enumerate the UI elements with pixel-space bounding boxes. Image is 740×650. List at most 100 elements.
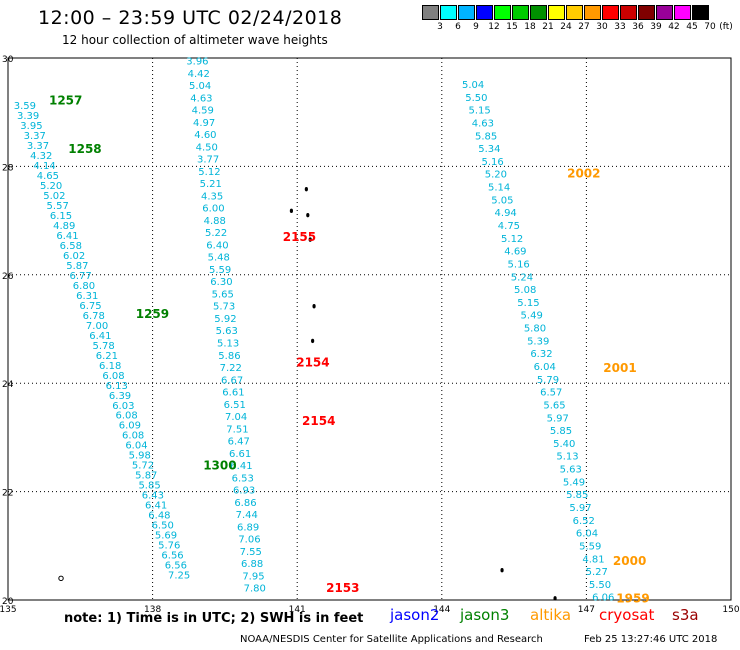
wave-height-label: 4.63 [472, 118, 494, 129]
pass-time-label: 2155 [283, 230, 316, 244]
pass-time-label: 2002 [567, 166, 600, 180]
wave-height-label: 5.20 [485, 170, 507, 181]
wave-height-label: 5.16 [508, 259, 530, 270]
wave-height-label: 6.04 [125, 441, 147, 452]
wave-height-label: 5.87 [66, 261, 88, 272]
wave-height-label: 6.40 [206, 240, 228, 251]
wave-height-label: 5.39 [527, 336, 549, 347]
legend-unit: (ft) [719, 22, 733, 32]
wave-height-label: 4.32 [30, 151, 52, 162]
island-dot [308, 237, 312, 242]
wave-height-label: 5.02 [43, 191, 65, 202]
wave-height-label: 5.63 [216, 326, 238, 337]
wave-height-label: 6.32 [530, 349, 552, 360]
location-marker [58, 575, 64, 582]
wave-height-label: 6.50 [152, 521, 174, 532]
wave-height-label: 5.50 [465, 93, 487, 104]
lon-tick-label: 141 [289, 605, 306, 615]
wave-height-label: 5.15 [469, 106, 491, 117]
sat-label-jason3: jason3 [460, 606, 510, 624]
wave-height-label: 5.12 [198, 167, 220, 178]
pass-time-label: 1258 [68, 142, 101, 156]
wave-height-label: 6.08 [115, 411, 137, 422]
wave-height-label: 5.87 [135, 471, 157, 482]
wave-height-label: 5.85 [566, 490, 588, 501]
legend-label: 30 [596, 22, 608, 32]
sat-label-altika: altika [530, 606, 572, 624]
wave-height-label: 6.39 [109, 391, 131, 402]
lon-tick-label: 147 [578, 605, 595, 615]
pass-time-label: 1259 [136, 307, 169, 321]
legend-swatch [584, 5, 601, 20]
wave-height-label: 5.59 [579, 541, 601, 552]
wave-height-label: 5.13 [556, 452, 578, 463]
wave-height-label: 5.16 [482, 157, 504, 168]
wave-height-label: 5.65 [212, 289, 234, 300]
wave-height-label: 5.49 [563, 477, 585, 488]
wave-height-label: 5.14 [488, 183, 510, 194]
lon-tick-label: 135 [0, 605, 17, 615]
wave-height-label: 5.04 [462, 80, 484, 91]
legend-swatch [656, 5, 673, 20]
wave-height-label: 6.09 [119, 421, 141, 432]
wave-height-label: 4.94 [495, 208, 517, 219]
legend-swatch [638, 5, 655, 20]
wave-height-label: 6.31 [76, 291, 98, 302]
wave-height-label: 6.21 [96, 351, 118, 362]
wave-height-label: 7.00 [86, 321, 108, 332]
wave-height-label: 7.51 [226, 424, 248, 435]
legend-label: 6 [455, 22, 461, 32]
wave-height-label: 4.75 [498, 221, 520, 232]
map-frame [7, 57, 732, 601]
legend-swatch [620, 5, 637, 20]
wave-height-label: 5.15 [517, 298, 539, 309]
lat-tick-label: 24 [2, 380, 14, 390]
island-dot [289, 208, 294, 214]
wave-height-label: 5.57 [47, 201, 69, 212]
wave-height-label: 7.95 [242, 571, 264, 582]
wave-height-label: 5.65 [543, 400, 565, 411]
wave-height-label: 5.49 [521, 311, 543, 322]
legend-swatch [512, 5, 529, 20]
wave-height-label: 4.88 [204, 216, 226, 227]
lat-tick-label: 22 [2, 489, 13, 499]
wave-height-label: 5.86 [218, 351, 240, 362]
wave-height-label: 6.47 [228, 437, 250, 448]
wave-height-label: 4.63 [190, 93, 212, 104]
wave-height-label: 5.85 [550, 426, 572, 437]
wave-height-label: 5.08 [514, 285, 536, 296]
wave-height-label: 5.13 [217, 338, 239, 349]
legend-label: 12 [488, 22, 500, 32]
wave-height-label: 5.98 [129, 451, 151, 462]
wave-height-label: 6.03 [112, 401, 134, 412]
island-dot [311, 338, 315, 344]
page-subtitle: 12 hour collection of altimeter wave hei… [62, 33, 328, 47]
wave-height-label: 4.14 [33, 161, 55, 172]
wave-height-label: 6.67 [221, 375, 243, 386]
legend-label: 33 [614, 22, 626, 32]
wave-height-label: 6.53 [232, 473, 254, 484]
pass-time-label: 2153 [326, 581, 359, 595]
wave-height-label: 6.78 [83, 311, 105, 322]
page-title: 12:00 – 23:59 UTC 02/24/2018 [38, 7, 343, 29]
wave-height-label: 5.27 [586, 567, 608, 578]
wave-height-label: 3.37 [24, 131, 46, 142]
legend-label: 45 [686, 22, 698, 32]
legend-label: 70 [704, 22, 716, 32]
wave-height-label: 6.41 [56, 231, 78, 242]
wave-height-label: 5.12 [501, 234, 523, 245]
wave-height-label: 6.93 [233, 486, 255, 497]
island-dot [500, 567, 504, 573]
wave-height-label: 3.39 [17, 111, 39, 122]
wave-height-label: 5.22 [205, 228, 227, 239]
wave-height-label: 6.48 [148, 511, 170, 522]
pass-time-label: 1959 [616, 591, 649, 605]
legend-swatch [566, 5, 583, 20]
wave-height-label: 6.80 [73, 281, 95, 292]
wave-height-label: 3.77 [197, 155, 219, 166]
lat-tick-label: 26 [2, 272, 14, 282]
legend-swatch [530, 5, 547, 20]
legend-label: 36 [632, 22, 644, 32]
legend-swatch [674, 5, 691, 20]
